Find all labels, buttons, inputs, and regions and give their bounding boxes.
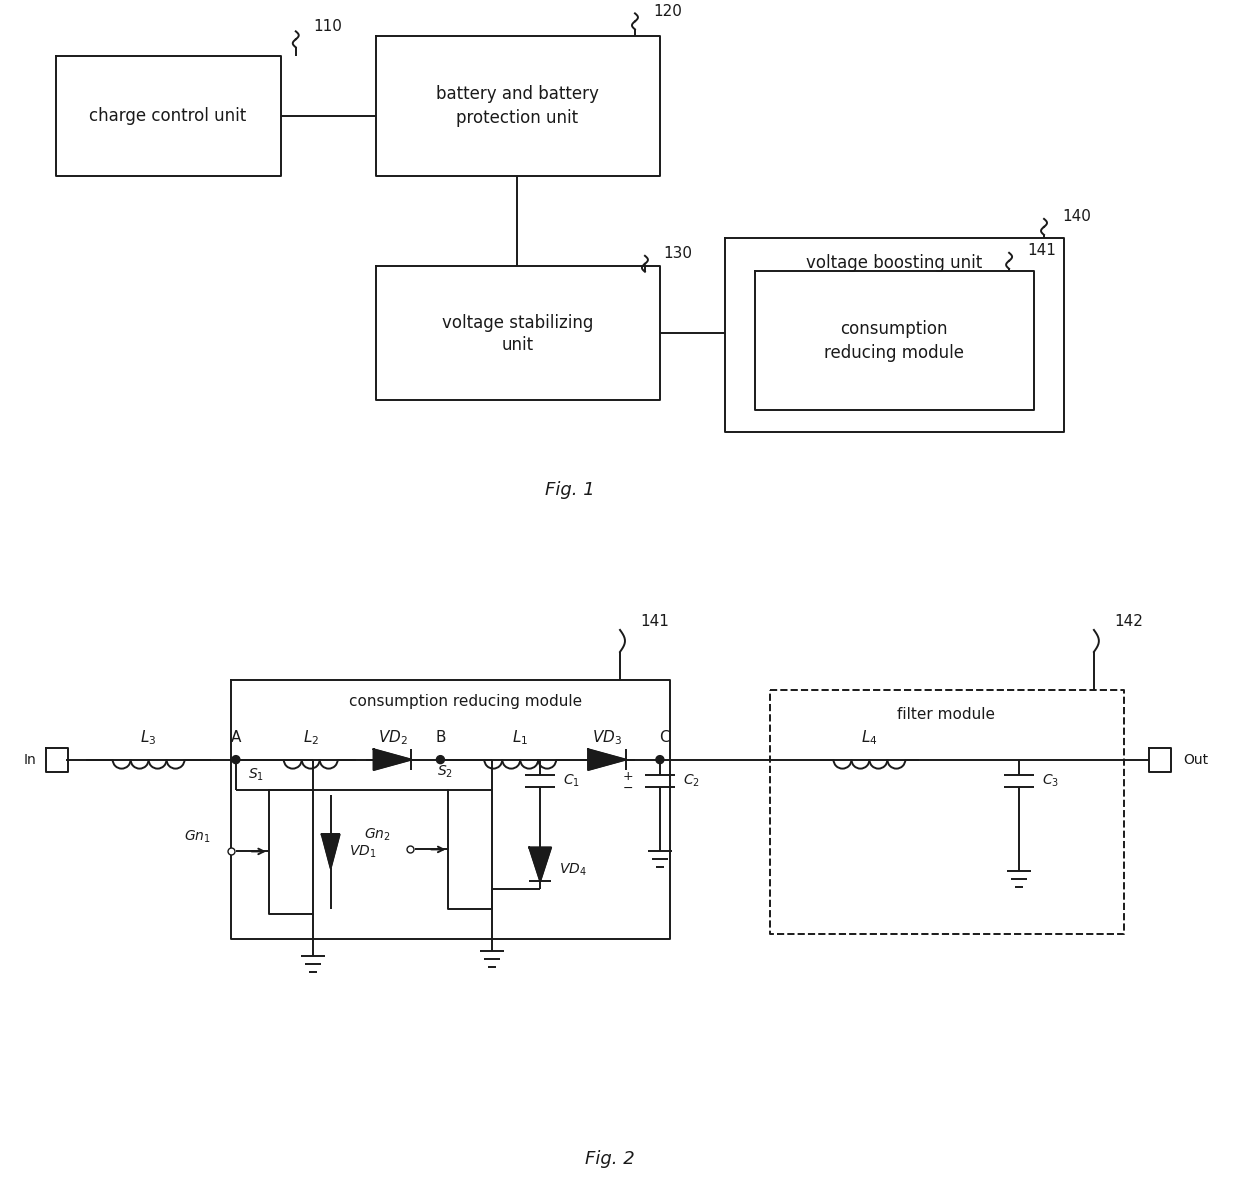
Text: 141: 141 — [640, 614, 668, 630]
Text: Fig. 2: Fig. 2 — [585, 1149, 635, 1167]
Text: $VD_2$: $VD_2$ — [378, 728, 408, 746]
Text: C: C — [660, 730, 670, 745]
Text: $S_2$: $S_2$ — [438, 763, 454, 780]
Text: −: − — [622, 783, 632, 795]
Text: 120: 120 — [653, 4, 682, 19]
Text: +: + — [622, 770, 632, 783]
Text: 130: 130 — [663, 246, 692, 261]
Text: 140: 140 — [1061, 209, 1091, 225]
Polygon shape — [588, 749, 626, 770]
Text: 110: 110 — [314, 19, 342, 34]
Text: battery and battery: battery and battery — [435, 85, 599, 103]
Text: reducing module: reducing module — [825, 344, 965, 362]
Text: 142: 142 — [1114, 614, 1143, 630]
Text: voltage stabilizing: voltage stabilizing — [441, 314, 593, 332]
Circle shape — [436, 756, 444, 763]
Text: protection unit: protection unit — [456, 109, 578, 127]
Text: $Gn_1$: $Gn_1$ — [185, 828, 211, 845]
Text: $L_1$: $L_1$ — [512, 728, 528, 746]
Text: Out: Out — [1184, 752, 1209, 767]
Polygon shape — [373, 749, 412, 770]
Text: B: B — [435, 730, 445, 745]
Text: charge control unit: charge control unit — [89, 107, 247, 125]
Text: consumption reducing module: consumption reducing module — [348, 695, 582, 709]
Text: $L_2$: $L_2$ — [303, 728, 319, 746]
Polygon shape — [321, 834, 340, 868]
Text: $C_1$: $C_1$ — [563, 773, 580, 789]
Text: In: In — [24, 752, 36, 767]
Text: filter module: filter module — [898, 707, 996, 722]
Text: $VD_3$: $VD_3$ — [591, 728, 622, 746]
Text: Fig. 1: Fig. 1 — [546, 481, 595, 499]
Text: $L_3$: $L_3$ — [140, 728, 156, 746]
Text: $VD_4$: $VD_4$ — [559, 861, 587, 877]
Text: $S_1$: $S_1$ — [248, 767, 264, 783]
Text: 141: 141 — [1027, 243, 1056, 258]
Text: $VD_1$: $VD_1$ — [348, 844, 376, 859]
Circle shape — [656, 756, 663, 763]
Polygon shape — [529, 847, 551, 881]
Text: unit: unit — [501, 335, 533, 353]
Text: $C_3$: $C_3$ — [1042, 773, 1059, 789]
Text: $C_2$: $C_2$ — [683, 773, 699, 789]
Text: consumption: consumption — [841, 320, 949, 338]
Text: voltage boosting unit: voltage boosting unit — [806, 254, 982, 272]
Circle shape — [232, 756, 239, 763]
Text: $L_4$: $L_4$ — [861, 728, 878, 746]
Text: A: A — [231, 730, 241, 745]
Text: $Gn_2$: $Gn_2$ — [363, 826, 391, 843]
